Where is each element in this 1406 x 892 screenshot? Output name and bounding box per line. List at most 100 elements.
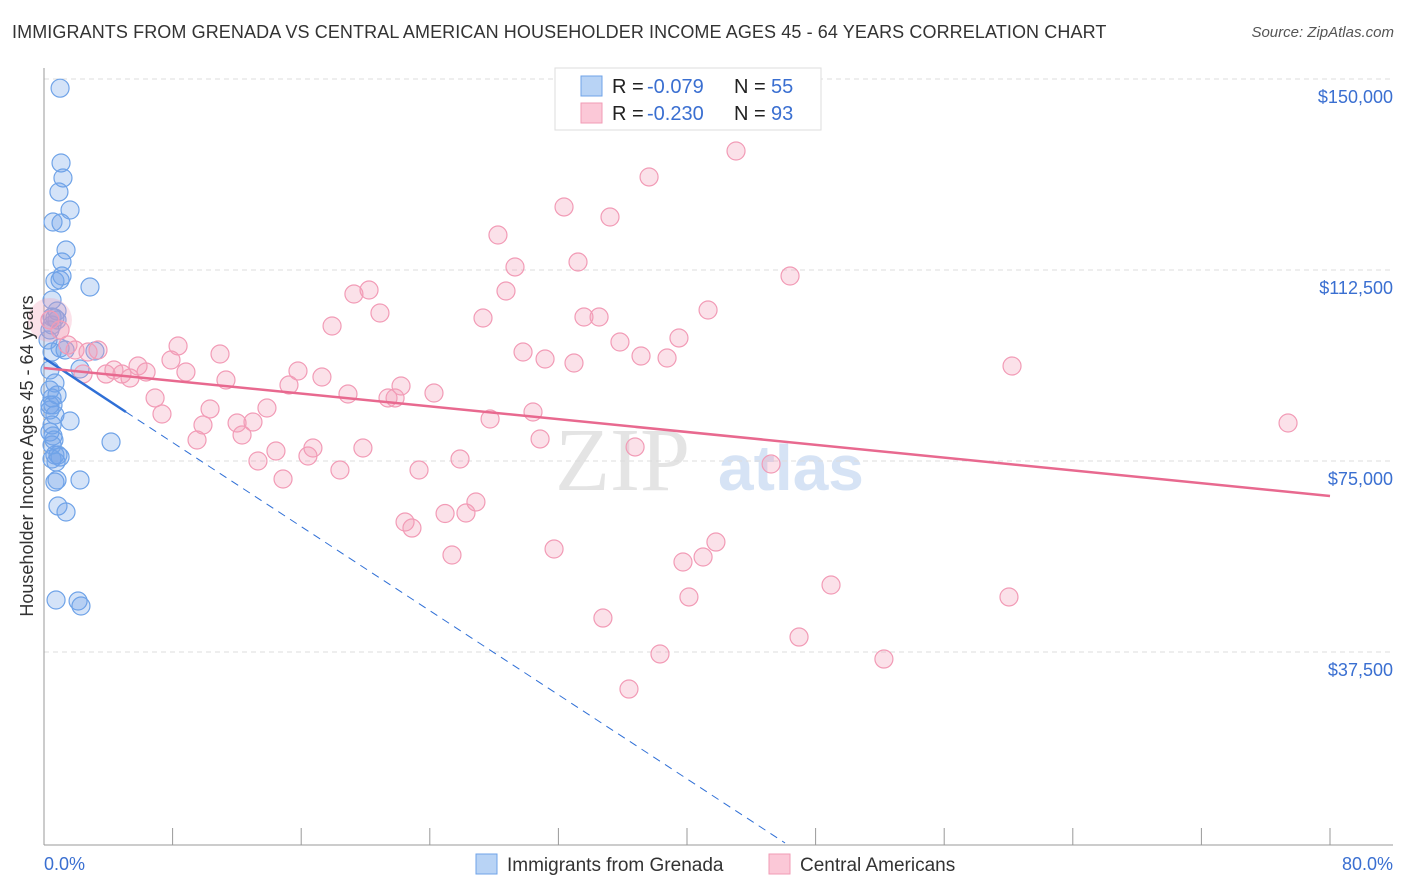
central-americans-point xyxy=(450,449,470,469)
central-americans-point xyxy=(312,367,332,387)
grenada-point xyxy=(60,200,80,220)
central-americans-point xyxy=(353,438,373,458)
grenada-point xyxy=(56,502,76,522)
grenada-point xyxy=(43,212,63,232)
grenada-point xyxy=(60,411,80,431)
central-americans-point xyxy=(706,532,726,552)
y-tick-label: $37,500 xyxy=(1328,660,1393,680)
n-value: 93 xyxy=(771,103,793,125)
central-americans-point xyxy=(673,552,693,572)
central-americans-point xyxy=(298,446,318,466)
r-value: -0.230 xyxy=(647,103,704,125)
central-americans-point xyxy=(589,307,609,327)
central-americans-point xyxy=(243,412,263,432)
central-americans-point xyxy=(248,451,268,471)
legend-swatch-pink xyxy=(580,102,603,124)
central-americans-point xyxy=(40,310,60,330)
central-americans-point xyxy=(619,679,639,699)
grenada-point xyxy=(56,240,76,260)
central-americans-point xyxy=(874,649,894,669)
grenada-point xyxy=(46,590,66,610)
central-americans-point xyxy=(152,404,172,424)
central-americans-point xyxy=(639,167,659,187)
central-americans-point xyxy=(693,547,713,567)
central-americans-point xyxy=(496,281,516,301)
central-americans-point xyxy=(409,460,429,480)
central-americans-point xyxy=(488,225,508,245)
grenada-point xyxy=(40,400,60,420)
grenada-point xyxy=(70,470,90,490)
central-americans-point xyxy=(650,644,670,664)
watermark-atlas: atlas xyxy=(718,432,864,504)
central-americans-point xyxy=(58,335,78,355)
bottom-legend: Immigrants from Grenada Central American… xyxy=(475,853,955,876)
grenada-point xyxy=(40,380,60,400)
central-americans-point xyxy=(480,409,500,429)
grenada-point xyxy=(40,320,60,340)
central-americans-point xyxy=(1278,413,1298,433)
central-americans-point xyxy=(625,437,645,457)
grenada-point xyxy=(46,452,66,472)
central-americans-point xyxy=(257,398,277,418)
central-americans-point xyxy=(187,430,207,450)
grenada-point xyxy=(52,266,72,286)
grenada-point xyxy=(101,432,121,452)
central-americans-point xyxy=(391,376,411,396)
x-tick-label-max: 80.0% xyxy=(1342,854,1393,874)
grenada-point xyxy=(51,153,71,173)
central-americans-point xyxy=(600,207,620,227)
central-americans-point xyxy=(698,300,718,320)
legend-swatch-grenada xyxy=(475,853,498,875)
source-label: Source: ZipAtlas.com xyxy=(1251,24,1394,41)
central-americans-point xyxy=(370,303,390,323)
stats-legend: R = -0.079 N = 55 R = -0.230 N = 93 xyxy=(554,67,822,131)
central-americans-point xyxy=(505,257,525,277)
central-americans-point xyxy=(266,441,286,461)
legend-swatch-blue xyxy=(580,75,603,97)
grenada-point xyxy=(43,395,63,415)
central-americans-point xyxy=(544,539,564,559)
grenada-point xyxy=(71,596,91,616)
grenada-trend-extension xyxy=(125,411,786,844)
grenada-point xyxy=(48,445,68,465)
central-americans-point xyxy=(402,518,422,538)
grenada-point xyxy=(49,182,69,202)
central-americans-point xyxy=(442,545,462,565)
grenada-point xyxy=(44,430,64,450)
central-americans-point xyxy=(574,307,594,327)
y-tick-label: $75,000 xyxy=(1328,469,1393,489)
central-americans-point xyxy=(999,587,1019,607)
central-americans-point xyxy=(568,252,588,272)
grenada-point xyxy=(47,470,67,490)
central-americans-point xyxy=(761,454,781,474)
central-americans-point xyxy=(679,587,699,607)
central-americans-point xyxy=(279,375,299,395)
central-americans-point xyxy=(227,413,247,433)
central-americans-point xyxy=(288,361,308,381)
central-americans-point xyxy=(821,575,841,595)
central-americans-point xyxy=(435,503,455,524)
central-americans-point xyxy=(200,399,220,419)
central-americans-point xyxy=(631,346,651,366)
central-americans-point xyxy=(554,197,574,217)
central-americans-point xyxy=(88,340,108,360)
central-americans-point xyxy=(530,429,550,449)
legend-label-grenada: Immigrants from Grenada xyxy=(507,855,724,876)
x-tick-label-min: 0.0% xyxy=(44,854,85,874)
central-americans-point xyxy=(669,328,689,348)
central-americans-point xyxy=(593,608,613,628)
central-americans-point xyxy=(322,316,342,336)
grenada-point xyxy=(50,78,70,98)
central-americans-point xyxy=(657,348,677,368)
central-americans-point xyxy=(564,353,584,373)
y-tick-label: $112,500 xyxy=(1319,278,1393,298)
central-americans-point xyxy=(780,266,800,286)
central-americans-point xyxy=(789,627,809,647)
y-axis-label: Householder Income Ages 45 - 64 years xyxy=(17,295,37,616)
r-label: R = xyxy=(612,76,644,98)
central-americans-point xyxy=(726,141,746,161)
grenada-point xyxy=(51,213,71,233)
legend-swatch-central-americans xyxy=(768,853,791,875)
central-americans-trend-line xyxy=(43,366,1331,498)
